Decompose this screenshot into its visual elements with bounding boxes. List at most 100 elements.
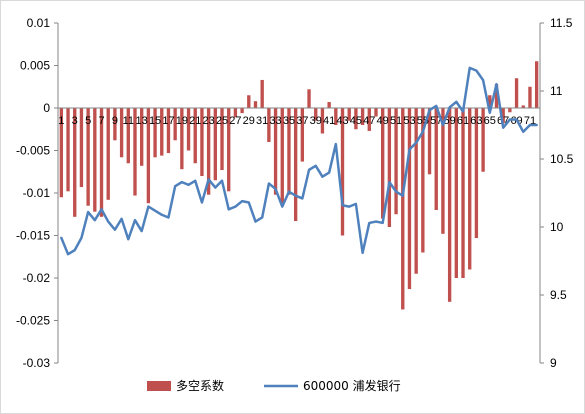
bar-41 xyxy=(327,102,331,108)
legend-bar-label: 多空系数 xyxy=(176,378,224,393)
left-tick-label: -0.025 xyxy=(16,314,50,328)
legend: 多空系数 600000 浦发银行 xyxy=(147,378,401,393)
bar-10 xyxy=(119,108,124,158)
price-point-16 xyxy=(161,214,163,216)
bar-19 xyxy=(180,108,184,170)
bar-53 xyxy=(407,108,412,290)
price-point-9 xyxy=(114,229,116,231)
price-point-29 xyxy=(248,201,250,204)
price-point-51 xyxy=(395,191,397,193)
price-point-31 xyxy=(261,216,263,219)
price-point-26 xyxy=(228,208,230,210)
bar-8 xyxy=(106,108,110,200)
price-point-70 xyxy=(522,131,524,133)
category-label: 7 xyxy=(98,115,104,127)
category-label: 15 xyxy=(149,115,161,127)
price-point-63 xyxy=(475,70,478,72)
category-tick-labels: 1 3 5 7 9 11 13 15 17 19 21 23 25 27 29 31 33 35 37 39 41 43 4… xyxy=(58,115,536,127)
bar-66 xyxy=(494,84,499,108)
bar-55 xyxy=(421,108,425,253)
left-axis-ticks: 0.01 0.005 0 -0.005 -0.01 -0.015 -0.02 -0.025 -0… xyxy=(16,16,58,370)
price-point-33 xyxy=(274,188,277,190)
bar-33 xyxy=(273,108,278,195)
bar-31 xyxy=(260,79,264,108)
bar-23 xyxy=(206,108,211,195)
price-point-66 xyxy=(495,83,498,85)
price-point-10 xyxy=(120,218,123,220)
right-tick-label: 11 xyxy=(550,84,563,98)
bar-1 xyxy=(59,108,64,198)
price-point-55 xyxy=(422,131,424,133)
price-point-1 xyxy=(60,237,62,239)
category-label: 3 xyxy=(72,115,78,127)
bar-30 xyxy=(253,101,258,108)
category-label: 43 xyxy=(336,115,348,127)
legend-bar-swatch xyxy=(147,381,171,391)
bar-4 xyxy=(79,108,84,188)
bar-5 xyxy=(86,108,90,206)
right-tick-label: 10 xyxy=(550,220,564,234)
price-point-30 xyxy=(254,220,257,223)
price-point-48 xyxy=(375,220,377,223)
price-point-19 xyxy=(181,181,183,183)
category-label: 1 xyxy=(58,115,64,127)
legend-line-label: 600000 浦发银行 xyxy=(303,378,401,393)
bar-17 xyxy=(166,108,171,154)
right-tick-label: 9 xyxy=(550,356,557,370)
price-point-46 xyxy=(361,252,364,254)
right-tick-label: 10.5 xyxy=(550,152,574,166)
price-point-8 xyxy=(107,220,109,223)
price-point-60 xyxy=(455,101,457,103)
category-label: 51 xyxy=(390,115,402,127)
price-point-54 xyxy=(415,142,417,144)
price-point-56 xyxy=(428,109,431,111)
price-point-28 xyxy=(241,200,243,202)
category-label: 31 xyxy=(256,115,268,127)
category-label: 11 xyxy=(123,115,134,127)
bar-61 xyxy=(461,108,465,278)
bar-52 xyxy=(401,108,405,310)
price-point-36 xyxy=(295,195,297,197)
bar-21 xyxy=(193,108,197,164)
price-point-58 xyxy=(442,124,444,126)
right-tick-label: 11.5 xyxy=(550,16,573,30)
bar-42 xyxy=(334,108,338,125)
category-label: 35 xyxy=(283,115,295,127)
bar-63 xyxy=(474,108,479,239)
bar-32 xyxy=(267,108,271,142)
left-tick-label: 0.005 xyxy=(20,59,50,73)
price-point-6 xyxy=(94,219,96,221)
bar-35 xyxy=(287,108,291,195)
price-point-38 xyxy=(308,169,310,171)
price-point-41 xyxy=(328,172,330,174)
price-point-62 xyxy=(469,67,471,69)
price-point-27 xyxy=(234,206,237,208)
bar-9 xyxy=(113,108,117,141)
price-point-4 xyxy=(80,237,83,239)
category-label: 19 xyxy=(176,115,188,127)
bar-48 xyxy=(374,108,378,117)
price-point-65 xyxy=(489,112,491,114)
price-point-25 xyxy=(221,180,223,182)
price-point-32 xyxy=(268,182,270,185)
bar-57 xyxy=(434,108,438,210)
category-label: 37 xyxy=(296,115,308,127)
price-point-11 xyxy=(127,238,129,240)
price-point-64 xyxy=(482,79,484,81)
price-point-39 xyxy=(315,165,317,167)
price-point-42 xyxy=(335,143,337,145)
line-series xyxy=(60,66,538,256)
bar-2 xyxy=(66,108,70,192)
price-point-49 xyxy=(382,222,384,224)
bar-34 xyxy=(280,108,284,206)
price-point-3 xyxy=(74,249,76,251)
price-point-69 xyxy=(515,118,518,121)
category-label: 63 xyxy=(470,115,482,127)
category-label: 9 xyxy=(112,115,118,127)
bar-25 xyxy=(220,108,224,171)
price-point-23 xyxy=(208,178,210,180)
category-label: 17 xyxy=(162,115,174,127)
price-point-72 xyxy=(536,124,538,126)
price-point-45 xyxy=(355,203,357,205)
